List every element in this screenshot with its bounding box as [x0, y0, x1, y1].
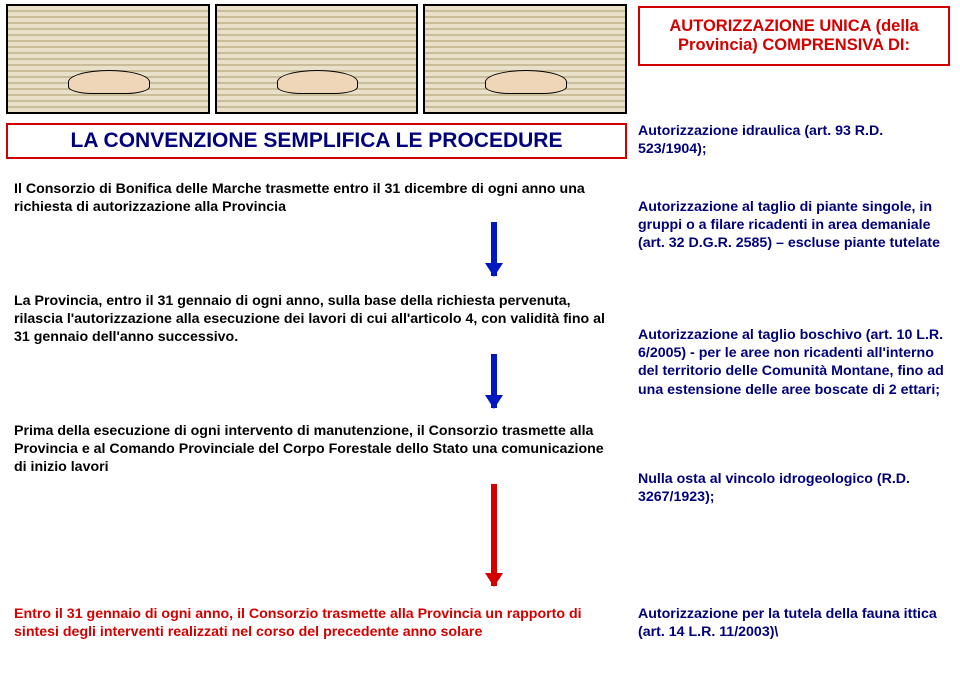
- right-item-text: Autorizzazione per la tutela della fauna…: [638, 606, 937, 640]
- right-item: Autorizzazione al taglio boschivo (art. …: [638, 326, 950, 399]
- illustration-panel: [6, 4, 210, 114]
- right-item-text: Autorizzazione al taglio di piante singo…: [638, 199, 940, 251]
- down-arrow-icon: [491, 222, 497, 276]
- left-step: Il Consorzio di Bonifica delle Marche tr…: [14, 180, 618, 216]
- left-step: Entro il 31 gennaio di ogni anno, il Con…: [14, 605, 618, 641]
- subtitle-text: LA CONVENZIONE SEMPLIFICA LE PROCEDURE: [71, 129, 563, 153]
- right-item: Autorizzazione al taglio di piante singo…: [638, 198, 950, 253]
- right-item-text: Nulla osta al vincolo idrogeologico (R.D…: [638, 471, 910, 505]
- right-item-text: Autorizzazione idraulica (art. 93 R.D. 5…: [638, 123, 883, 157]
- illustration-row: [6, 4, 627, 114]
- left-step-text: Il Consorzio di Bonifica delle Marche tr…: [14, 181, 585, 215]
- left-step-text: Entro il 31 gennaio di ogni anno, il Con…: [14, 606, 582, 640]
- down-arrow-icon: [491, 354, 497, 408]
- right-item-text: Autorizzazione al taglio boschivo (art. …: [638, 327, 944, 398]
- right-item: Nulla osta al vincolo idrogeologico (R.D…: [638, 470, 950, 506]
- down-arrow-icon: [491, 484, 497, 586]
- illustration-panel: [423, 4, 627, 114]
- left-step-text: Prima della esecuzione di ogni intervent…: [14, 423, 604, 475]
- left-step-text: La Provincia, entro il 31 gennaio di ogn…: [14, 293, 605, 345]
- title-box: AUTORIZZAZIONE UNICA (della Provincia) C…: [638, 6, 950, 66]
- subtitle-box: LA CONVENZIONE SEMPLIFICA LE PROCEDURE: [6, 123, 627, 159]
- right-item: Autorizzazione idraulica (art. 93 R.D. 5…: [638, 122, 950, 158]
- left-step: La Provincia, entro il 31 gennaio di ogn…: [14, 292, 618, 347]
- illustration-panel: [215, 4, 419, 114]
- right-item: Autorizzazione per la tutela della fauna…: [638, 605, 950, 641]
- left-step: Prima della esecuzione di ogni intervent…: [14, 422, 618, 477]
- title-text: AUTORIZZAZIONE UNICA (della Provincia) C…: [648, 17, 940, 55]
